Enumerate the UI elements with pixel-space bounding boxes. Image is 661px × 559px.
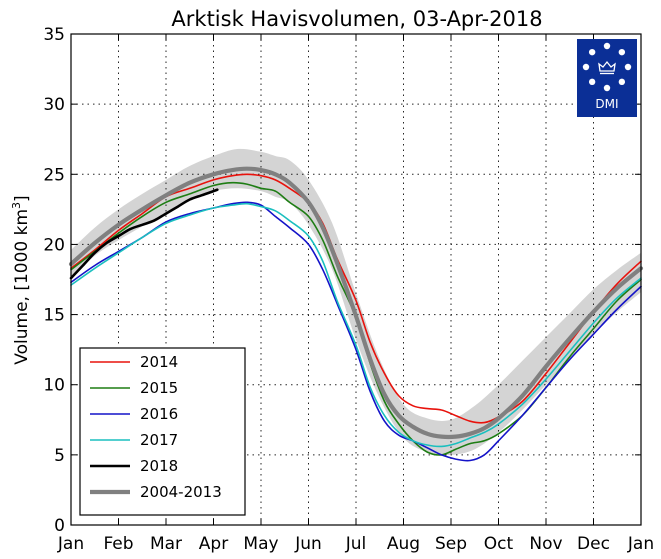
y-tick-label: 30 [43,95,65,115]
y-tick-label: 0 [54,516,65,536]
x-tick-label: Mar [150,534,182,554]
dmi-logo-text: DMI [595,97,618,111]
x-tick-label: Oct [484,534,514,554]
dmi-star-dot [618,48,626,56]
y-tick-label: 35 [43,25,65,45]
legend-box [79,347,246,516]
series-layer [68,166,644,462]
dmi-star-dot [624,63,632,71]
legend-label-2014: 2014 [140,353,178,371]
legend: 2014 2015 2016 2017 2018 2004-2013 [79,347,246,516]
x-tick-label: Sep [435,534,467,554]
y-tick-label: 25 [43,165,65,185]
legend-items: 2014 2015 2016 2017 2018 2004-2013 [90,353,222,501]
x-tick-labels: Jan Feb Mar Apr May Jun Jul Aug Sep Oct Nov Dec Jan [57,534,654,554]
dmi-star-dot [603,84,611,92]
tick-layer [70,33,642,526]
chart-title: Arktisk Havisvolumen, 03-Apr-2018 [171,7,542,31]
dmi-logo-stars [582,42,632,92]
y-tick-label: 10 [43,376,65,396]
y-tick-labels: 0 5 10 15 20 25 30 35 [43,25,65,536]
series-line-2004-2013 [68,166,644,440]
dmi-logo-background [577,39,637,117]
x-tick-label: Feb [103,534,133,554]
y-axis-label-superscript: 3 [10,202,23,209]
y-tick-label: 15 [43,306,65,326]
dmi-star-dot [603,42,611,50]
y-axis-label: Volume, [1000 km3] [10,195,32,364]
dmi-star-dot [588,78,596,86]
legend-label-2018: 2018 [140,457,178,475]
series-line-2018 [69,188,219,280]
legend-label-2004-2013: 2004-2013 [140,483,222,501]
x-tick-label: Nov [529,534,562,554]
x-tick-label: Aug [387,534,420,554]
legend-label-2017: 2017 [140,431,178,449]
x-tick-label: Apr [199,534,228,554]
legend-label-2016: 2016 [140,405,178,423]
y-axis-label-end: ] [12,195,32,202]
x-tick-label: Jul [345,534,367,554]
dmi-star-dot [588,48,596,56]
dmi-star-dot [618,78,626,86]
x-tick-label: Jun [294,534,322,554]
x-tick-label: May [243,534,278,554]
dmi-star-dot [582,63,590,71]
y-tick-label: 5 [54,446,65,466]
x-tick-label: Dec [577,534,610,554]
x-tick-label: Jan [57,534,84,554]
crown-icon [598,60,616,75]
dmi-logo: DMI [577,39,637,117]
x-tick-label: Jan [627,534,654,554]
series-line-2014 [70,173,642,424]
series-line-2017 [70,202,642,448]
y-tick-label: 20 [43,235,65,255]
legend-label-2015: 2015 [140,379,178,397]
series-line-2016 [70,201,642,462]
y-axis-label-main: Volume, [1000 km [12,209,32,365]
